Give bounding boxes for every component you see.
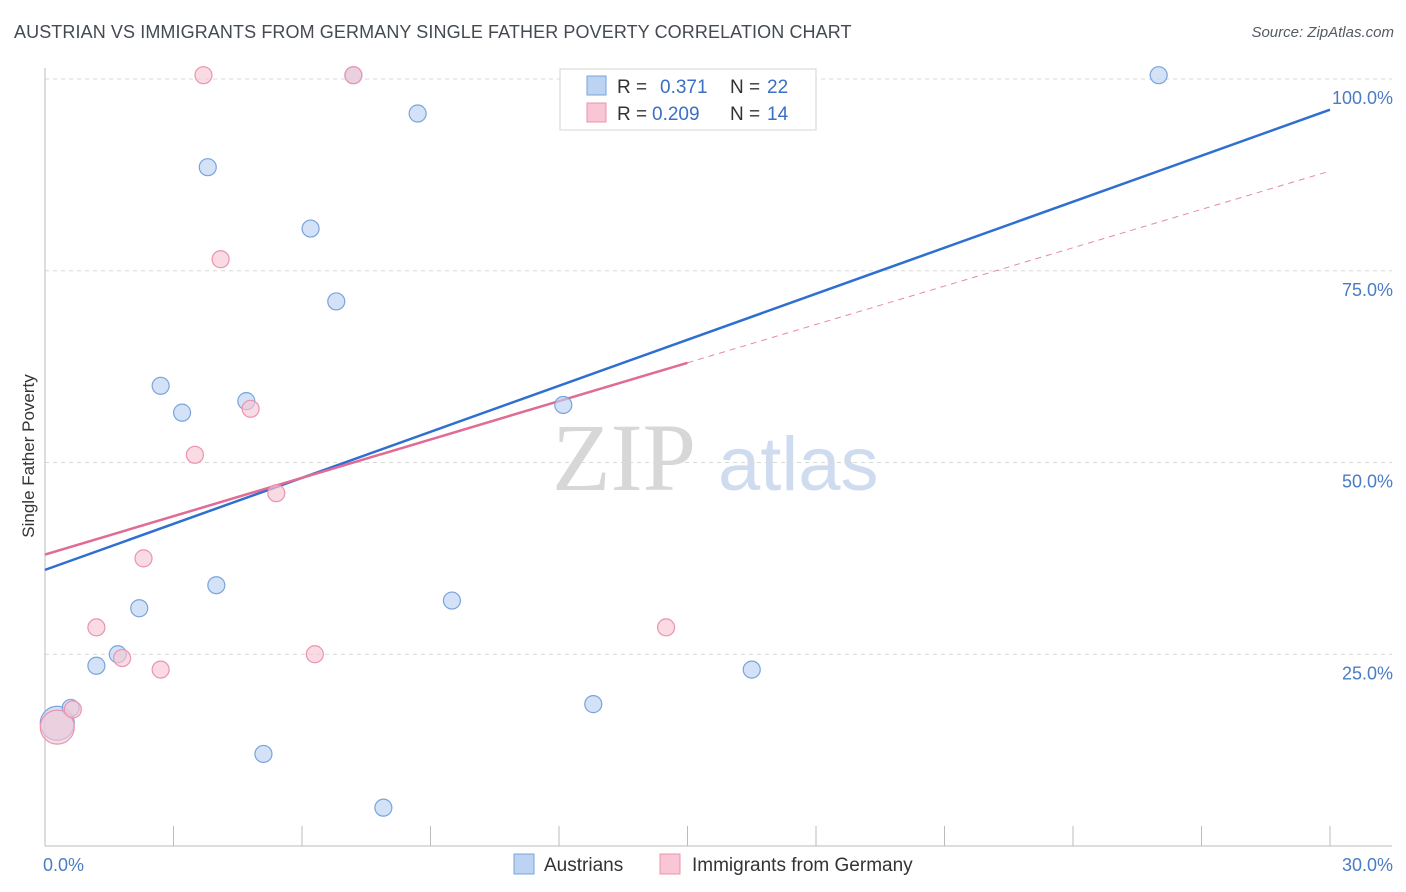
point-austrians-14 [374,798,393,817]
x-tick-label-1: 30.0% [1342,855,1393,875]
legend-n-value-1: 22 [767,77,788,98]
trend-line-1 [44,361,688,556]
point-immigrants-13 [656,618,676,637]
point-immigrants-9 [241,399,260,418]
y-axis-label: Single Father Poverty [19,374,38,538]
point-immigrants-12 [344,66,363,85]
point-immigrants-1 [63,700,82,719]
point-austrians-7 [198,158,217,177]
trend-line-ext-1 [687,170,1331,364]
legend-r-label-1: R = [617,77,647,98]
point-immigrants-0 [39,709,75,745]
point-austrians-18 [584,695,603,714]
point-immigrants-7 [194,66,213,85]
legend-r-value-1: 0.371 [660,77,708,98]
legend-swatch-austrians [586,75,607,96]
bottom-legend-swatch-austrians [513,853,535,875]
point-austrians-12 [327,292,346,311]
y-tick-label-1: 50.0% [1342,472,1393,492]
point-austrians-10 [254,744,273,764]
point-austrians-16 [442,591,462,610]
bottom-legend: Austrians Immigrants from Germany [513,853,913,876]
legend-r-label-2: R = [617,104,647,125]
trend-layer [44,108,1331,572]
point-austrians-6 [172,403,192,422]
y-tick-label-3: 100.0% [1332,88,1393,108]
legend-n-value-2: 14 [767,104,789,125]
point-austrians-8 [207,576,226,595]
point-immigrants-2 [87,618,106,637]
point-austrians-2 [87,656,106,675]
point-immigrants-11 [305,645,324,664]
point-austrians-11 [301,219,320,238]
point-immigrants-5 [151,660,170,679]
legend-n-label-2: N = [730,104,760,125]
chart-title: AUSTRIAN VS IMMIGRANTS FROM GERMANY SING… [14,22,852,42]
point-immigrants-8 [211,250,230,269]
bottom-legend-swatch-immigrants [659,853,681,875]
point-austrians-20 [1149,66,1168,85]
watermark: ZIP atlas [552,404,879,511]
point-immigrants-3 [112,648,132,668]
y-tick-label-2: 75.0% [1342,280,1393,300]
trend-line-0 [44,108,1331,572]
point-austrians-5 [151,376,170,395]
bottom-legend-austrians: Austrians [544,855,623,876]
point-austrians-17 [554,395,573,415]
point-immigrants-4 [134,549,153,568]
bottom-legend-immigrants: Immigrants from Germany [692,855,913,876]
point-immigrants-10 [267,484,286,503]
legend-n-label-1: N = [730,77,760,98]
legend-r-value-2: 0.209 [652,104,700,125]
legend: R = 0.371 N = 22 R = 0.209 N = 14 [559,68,817,131]
points-layer [39,66,1168,817]
y-tick-label-0: 25.0% [1342,663,1393,683]
x-tick-label-0: 0.0% [43,855,84,875]
grid-layer [45,78,1392,655]
point-austrians-15 [408,104,427,123]
point-austrians-4 [130,599,149,618]
watermark-zip: ZIP [552,404,696,511]
axes-layer: 25.0% 50.0% 75.0% 100.0% 0.0% 30.0% [43,68,1393,875]
point-immigrants-6 [185,445,205,464]
point-austrians-19 [742,660,761,679]
watermark-atlas: atlas [718,422,879,507]
chart-source: Source: ZipAtlas.com [1251,24,1394,41]
legend-swatch-immigrants [586,102,607,123]
